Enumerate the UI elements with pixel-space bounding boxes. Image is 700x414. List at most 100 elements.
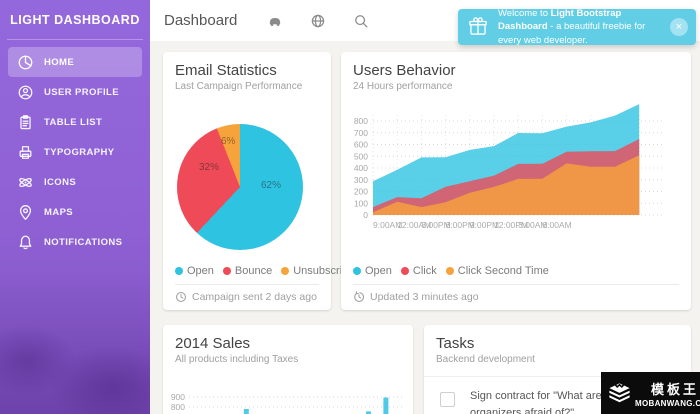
legend-label: Click — [412, 265, 437, 277]
svg-text:400: 400 — [354, 163, 368, 173]
gift-icon — [467, 16, 489, 38]
legend-item-open: Open — [175, 265, 214, 277]
sidebar-item-label: ICONS — [44, 176, 77, 188]
card-title: 2014 Sales — [175, 335, 251, 352]
legend-label: Unsubscribe — [293, 265, 355, 277]
svg-text:700: 700 — [354, 128, 368, 138]
legend-item-click-second-time: Click Second Time — [445, 265, 549, 277]
card-subtitle: All products including Taxes — [175, 354, 299, 365]
svg-text:9:00PM: 9:00PM — [470, 220, 499, 230]
watermark: 模板王 MOBANWANG.COM — [601, 372, 700, 414]
globe-icon[interactable] — [310, 13, 326, 29]
sidebar-item-label: TYPOGRAPHY — [44, 146, 115, 158]
sidebar-item-label: HOME — [44, 56, 75, 68]
page-title[interactable]: Dashboard — [164, 12, 238, 29]
svg-text:800: 800 — [354, 116, 368, 126]
pie-slice-label-bounce: 32% — [199, 162, 220, 173]
legend-dot — [175, 267, 183, 275]
card-bottom: Open Click Click Second Time Updated 3 min… — [353, 265, 679, 303]
task-checkbox[interactable] — [440, 392, 455, 407]
pie-slice-label-open: 62% — [261, 180, 282, 191]
toast-text-prefix: Welcome to — [498, 8, 551, 20]
svg-text:12:00AM: 12:00AM — [397, 220, 431, 230]
clipboard-icon — [17, 114, 34, 131]
footer-text: Updated 3 minutes ago — [370, 291, 479, 303]
car-icon[interactable] — [267, 13, 283, 29]
svg-text:900: 900 — [171, 392, 185, 402]
atom-icon — [17, 174, 34, 191]
legend-item-bounce: Bounce — [222, 265, 273, 277]
card-title: Users Behavior — [353, 62, 456, 79]
brand[interactable]: LIGHT DASHBOARD — [7, 0, 143, 40]
toast-close-button[interactable]: × — [670, 18, 688, 36]
tasks-card: Tasks Backend development Sign contract … — [424, 325, 691, 414]
svg-text:3:00AM: 3:00AM — [518, 220, 547, 230]
sidebar-item-label: USER PROFILE — [44, 86, 120, 98]
svg-text:6:00PM: 6:00PM — [446, 220, 475, 230]
card-subtitle: 24 Hours performance — [353, 81, 453, 92]
navbar-icons — [267, 13, 396, 29]
legend-label: Open — [187, 265, 214, 277]
legend-item-open: Open — [353, 265, 392, 277]
legend-dot — [445, 267, 454, 275]
legend-label: Bounce — [234, 265, 273, 277]
email-statistics-card: Email Statistics Last Campaign Performan… — [163, 52, 354, 310]
user-icon — [17, 84, 34, 101]
legend-item-click: Click — [400, 265, 437, 277]
sidebar-menu: HOME USER PROFILE TABLE LIST TYPOGRAPHY ICON… — [0, 40, 150, 257]
layers-logo-icon — [606, 380, 633, 407]
sidebar-item-label: MAPS — [44, 206, 74, 218]
svg-text:6:00AM: 6:00AM — [542, 220, 571, 230]
history-icon — [353, 291, 365, 303]
svg-text:200: 200 — [354, 187, 368, 197]
toast-text-suffix: - a beautiful freebie for every web deve… — [498, 21, 646, 46]
card-subtitle: Last Campaign Performance — [175, 81, 303, 92]
behavior-legend: Open Click Click Second Time — [353, 265, 679, 277]
close-icon: × — [675, 20, 683, 33]
clock-icon — [175, 291, 187, 303]
svg-text:800: 800 — [171, 402, 185, 412]
legend-dot — [222, 267, 231, 275]
svg-text:9:00AM: 9:00AM — [373, 220, 402, 230]
pie-slice-label-unsubscribe: 6% — [221, 136, 236, 147]
sidebar-item-home[interactable]: HOME — [8, 47, 142, 77]
svg-text:100: 100 — [354, 198, 368, 208]
sales-card: 2014 Sales All products including Taxes … — [163, 325, 413, 414]
card-bottom: Open Bounce Unsubscribe Campaign sent 2 da… — [175, 265, 354, 303]
legend-dot — [353, 267, 361, 275]
watermark-en: MOBANWANG.COM — [635, 398, 700, 408]
card-subtitle: Backend development — [436, 354, 535, 365]
typography-icon — [17, 144, 34, 161]
legend-item-unsubscribe: Unsubscribe — [281, 265, 354, 277]
main-content: Email Statistics Last Campaign Performan… — [150, 41, 700, 414]
divider — [424, 376, 691, 377]
legend-dot — [281, 267, 290, 275]
sidebar-item-user-profile[interactable]: USER PROFILE — [8, 77, 142, 107]
svg-text:500: 500 — [354, 151, 368, 161]
map-pin-icon — [17, 204, 34, 221]
search-icon[interactable] — [353, 13, 369, 29]
footer-text: Campaign sent 2 days ago — [192, 291, 317, 303]
legend-dot — [400, 267, 409, 275]
sales-bar-chart: 9008007006005004003002001000 — [171, 380, 411, 414]
card-footer: Campaign sent 2 days ago — [175, 291, 319, 303]
svg-text:700: 700 — [171, 412, 185, 414]
watermark-cn: 模板王 — [650, 381, 699, 397]
svg-text:0: 0 — [363, 210, 368, 220]
divider — [175, 284, 319, 285]
legend-label: Open — [365, 265, 392, 277]
sidebar-item-icons[interactable]: ICONS — [8, 167, 142, 197]
svg-text:3:00PM: 3:00PM — [421, 220, 450, 230]
sidebar-item-maps[interactable]: MAPS — [8, 197, 142, 227]
bell-icon — [17, 234, 34, 251]
sidebar-item-table-list[interactable]: TABLE LIST — [8, 107, 142, 137]
sidebar-item-notifications[interactable]: NOTIFICATIONS — [8, 227, 142, 257]
sidebar-item-label: NOTIFICATIONS — [44, 236, 123, 248]
watermark-text: 模板王 MOBANWANG.COM — [635, 379, 700, 408]
sidebar-item-label: TABLE LIST — [44, 116, 103, 128]
card-title: Tasks — [436, 335, 475, 352]
svg-text:600: 600 — [354, 140, 368, 150]
sidebar-item-typography[interactable]: TYPOGRAPHY — [8, 137, 142, 167]
svg-text:300: 300 — [354, 175, 368, 185]
